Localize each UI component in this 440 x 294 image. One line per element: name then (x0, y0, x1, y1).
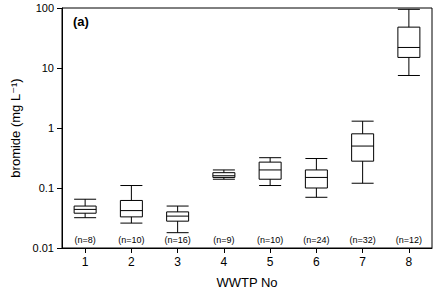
svg-text:(n=16): (n=16) (164, 235, 190, 245)
svg-text:bromide (mg L⁻¹): bromide (mg L⁻¹) (8, 78, 23, 177)
svg-text:(n=12): (n=12) (396, 235, 422, 245)
svg-text:(n=24): (n=24) (303, 235, 329, 245)
svg-text:(n=8): (n=8) (74, 235, 95, 245)
svg-text:0.1: 0.1 (39, 182, 54, 194)
svg-text:1: 1 (48, 122, 54, 134)
svg-text:(a): (a) (73, 14, 89, 29)
svg-text:(n=10): (n=10) (257, 235, 283, 245)
svg-text:(n=32): (n=32) (349, 235, 375, 245)
svg-text:100: 100 (36, 2, 54, 14)
svg-text:7: 7 (359, 255, 366, 269)
svg-text:6: 6 (313, 255, 320, 269)
svg-text:10: 10 (42, 62, 54, 74)
svg-text:5: 5 (267, 255, 274, 269)
svg-text:WWTP No: WWTP No (216, 275, 277, 290)
svg-text:(n=9): (n=9) (213, 235, 234, 245)
svg-text:3: 3 (174, 255, 181, 269)
svg-text:(n=10): (n=10) (118, 235, 144, 245)
svg-text:1: 1 (82, 255, 89, 269)
svg-text:8: 8 (406, 255, 413, 269)
svg-text:0.01: 0.01 (33, 242, 54, 254)
svg-text:2: 2 (128, 255, 135, 269)
svg-text:4: 4 (221, 255, 228, 269)
